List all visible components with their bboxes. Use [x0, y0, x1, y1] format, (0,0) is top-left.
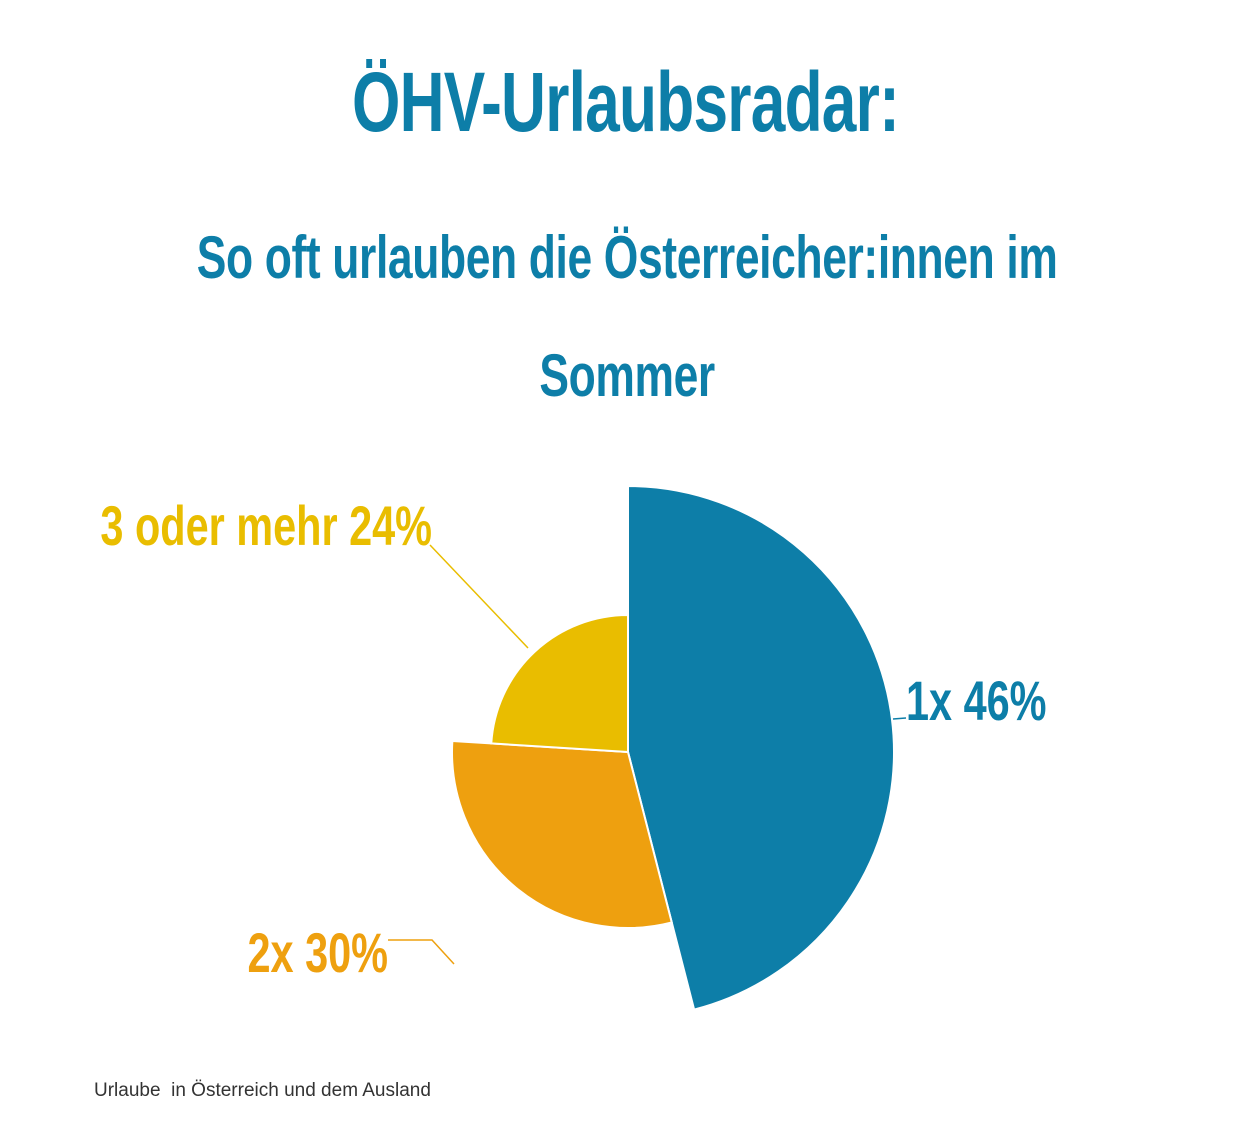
leader-line-1x [892, 717, 907, 720]
data-label-1x: 1x 46% [906, 670, 1047, 733]
pie-slice-2x [451, 739, 673, 929]
pie-slice-1x [627, 484, 895, 1011]
data-label-2x: 2x 30% [247, 922, 388, 985]
leader-line-3-oder-mehr [429, 544, 529, 649]
chart-footnote: Urlaube in Österreich und dem Ausland [94, 1080, 431, 1101]
pie-slice-3-oder-mehr [490, 613, 629, 754]
data-label-3-oder-mehr: 3 oder mehr 24% [100, 495, 432, 558]
chart-subtitle-line-2: Sommer [539, 342, 715, 409]
chart-title: ÖHV-Urlaubsradar: [352, 55, 900, 149]
chart-subtitle-line-1: So oft urlauben die Österreicher:innen i… [196, 224, 1058, 291]
leader-line-2x [388, 939, 455, 965]
